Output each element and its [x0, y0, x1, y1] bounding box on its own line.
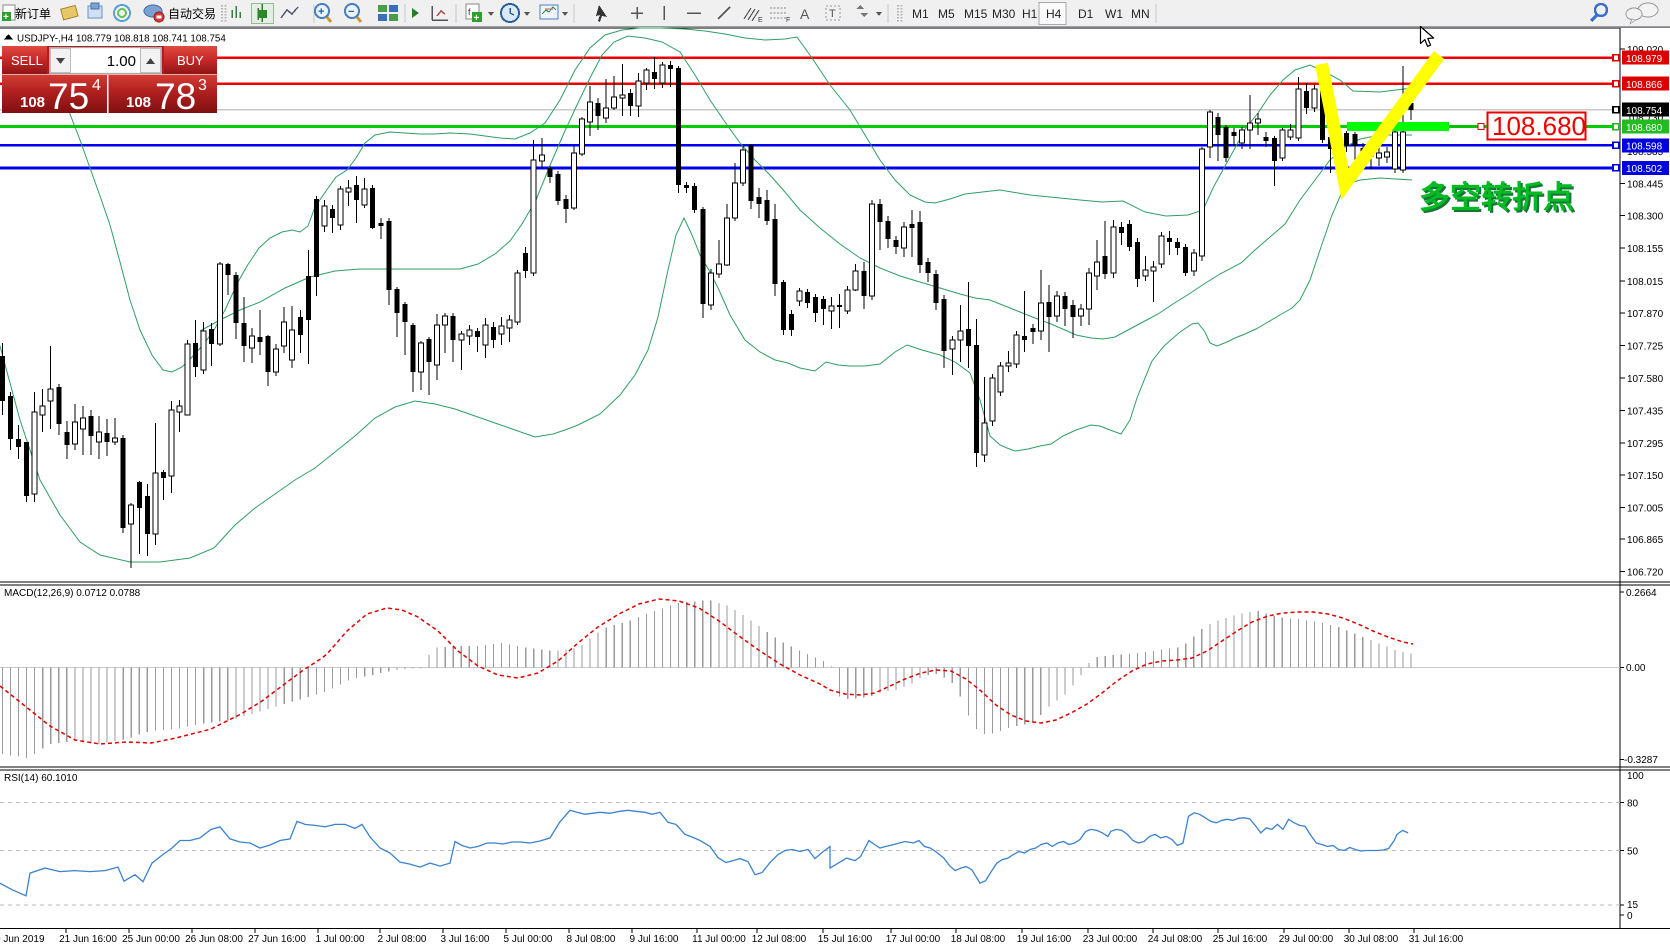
- svg-text:108.680: 108.680: [1626, 123, 1663, 134]
- svg-text:+: +: [3, 12, 9, 23]
- svg-text:12 Jul 08:00: 12 Jul 08:00: [752, 934, 807, 945]
- svg-text:107.870: 107.870: [1627, 309, 1664, 320]
- svg-text:W1: W1: [1105, 7, 1123, 21]
- svg-text:USDJPY-,H4 108.779 108.818 10: USDJPY-,H4 108.779 108.818 108.741 108.7…: [17, 34, 226, 45]
- svg-text:新订单: 新订单: [15, 6, 51, 21]
- svg-text:SELL: SELL: [11, 53, 43, 68]
- svg-text:多空转折点: 多空转折点: [1419, 180, 1574, 215]
- svg-text:D1: D1: [1078, 7, 1094, 21]
- svg-text:106.720: 106.720: [1627, 568, 1664, 579]
- svg-text:M5: M5: [938, 7, 955, 21]
- svg-text:8 Jul 08:00: 8 Jul 08:00: [567, 934, 616, 945]
- svg-text:27 Jun 16:00: 27 Jun 16:00: [248, 934, 306, 945]
- svg-text:25 Jul 16:00: 25 Jul 16:00: [1213, 934, 1268, 945]
- svg-text:108.680: 108.680: [1492, 111, 1586, 141]
- svg-text:24 Jul 08:00: 24 Jul 08:00: [1148, 934, 1203, 945]
- svg-text:18 Jul 08:00: 18 Jul 08:00: [951, 934, 1006, 945]
- svg-text:3: 3: [198, 77, 207, 94]
- svg-text:T: T: [829, 8, 836, 20]
- svg-text:25 Jun 00:00: 25 Jun 00:00: [122, 934, 180, 945]
- svg-text:108.155: 108.155: [1627, 244, 1664, 255]
- svg-text:108.754: 108.754: [1626, 106, 1663, 117]
- svg-text:108.585: 108.585: [1627, 147, 1664, 158]
- svg-text:0.2664: 0.2664: [1626, 588, 1657, 599]
- svg-text:0.00: 0.00: [1626, 663, 1646, 674]
- svg-text:108.979: 108.979: [1626, 54, 1663, 65]
- svg-text:78: 78: [155, 76, 196, 117]
- svg-text:107.295: 107.295: [1627, 439, 1664, 450]
- svg-text:108.598: 108.598: [1626, 142, 1663, 153]
- svg-text:15 Jul 16:00: 15 Jul 16:00: [818, 934, 873, 945]
- svg-text:107.150: 107.150: [1627, 471, 1664, 482]
- svg-text:108: 108: [126, 94, 151, 111]
- svg-text:5 Jul 00:00: 5 Jul 00:00: [504, 934, 553, 945]
- svg-text:108.502: 108.502: [1626, 164, 1663, 175]
- svg-text:4: 4: [92, 77, 101, 94]
- svg-text:26 Jun 08:00: 26 Jun 08:00: [185, 934, 243, 945]
- svg-text:f: f: [468, 7, 471, 17]
- svg-text:多空转折点: 多空转折点: [1421, 182, 1576, 217]
- svg-text:107.725: 107.725: [1627, 342, 1664, 353]
- svg-text:H1: H1: [1022, 7, 1038, 21]
- svg-text:1 Jul 00:00: 1 Jul 00:00: [316, 934, 365, 945]
- svg-text:108.866: 108.866: [1626, 80, 1663, 91]
- svg-text:108.300: 108.300: [1627, 212, 1664, 223]
- svg-text:9 Jul 16:00: 9 Jul 16:00: [630, 934, 679, 945]
- svg-text:自动交易: 自动交易: [168, 6, 216, 21]
- svg-text:31 Jul 16:00: 31 Jul 16:00: [1409, 934, 1464, 945]
- svg-text:A: A: [800, 6, 810, 22]
- svg-text:M15: M15: [964, 7, 988, 21]
- svg-text:3 Jul 16:00: 3 Jul 16:00: [441, 934, 490, 945]
- svg-text:E: E: [758, 17, 763, 24]
- svg-text:75: 75: [48, 76, 89, 117]
- svg-text:20 Jun 2019: 20 Jun 2019: [0, 934, 45, 945]
- svg-text:108: 108: [20, 94, 45, 111]
- svg-text:+: +: [318, 6, 324, 18]
- svg-text:RSI(14) 60.1010: RSI(14) 60.1010: [4, 773, 78, 784]
- svg-text:21 Jun 16:00: 21 Jun 16:00: [59, 934, 117, 945]
- svg-text:-0.3287: -0.3287: [1624, 755, 1658, 766]
- svg-text:23 Jul 00:00: 23 Jul 00:00: [1083, 934, 1138, 945]
- svg-text:H4: H4: [1046, 7, 1062, 21]
- svg-text:0: 0: [1627, 911, 1633, 922]
- svg-text:MN: MN: [1131, 7, 1150, 21]
- svg-text:M1: M1: [912, 7, 929, 21]
- svg-text:100: 100: [1627, 771, 1644, 782]
- svg-text:MACD(12,26,9) 0.0712 0.0788: MACD(12,26,9) 0.0712 0.0788: [4, 588, 141, 599]
- svg-text:108.015: 108.015: [1627, 277, 1664, 288]
- svg-text:107.005: 107.005: [1627, 504, 1664, 515]
- svg-text:11 Jul 00:00: 11 Jul 00:00: [692, 934, 746, 945]
- svg-text:80: 80: [1627, 799, 1639, 810]
- svg-text:30 Jul 08:00: 30 Jul 08:00: [1344, 934, 1399, 945]
- svg-text:BUY: BUY: [177, 53, 204, 68]
- svg-text:108.445: 108.445: [1627, 180, 1664, 191]
- svg-text:19 Jul 16:00: 19 Jul 16:00: [1017, 934, 1072, 945]
- svg-text:15: 15: [1627, 900, 1639, 911]
- svg-text:+: +: [474, 13, 480, 24]
- svg-text:2 Jul 08:00: 2 Jul 08:00: [378, 934, 427, 945]
- svg-text:17 Jul 00:00: 17 Jul 00:00: [886, 934, 941, 945]
- svg-text:107.435: 107.435: [1627, 407, 1664, 418]
- svg-text:107.580: 107.580: [1627, 374, 1664, 385]
- svg-text:50: 50: [1627, 847, 1639, 858]
- svg-text:108.730: 108.730: [1627, 113, 1664, 124]
- svg-text:M30: M30: [992, 7, 1016, 21]
- svg-text:1.00: 1.00: [107, 53, 136, 70]
- svg-text:106.865: 106.865: [1627, 535, 1664, 546]
- svg-text:109.020: 109.020: [1627, 45, 1664, 56]
- svg-text:F: F: [786, 17, 790, 24]
- svg-text:−: −: [348, 6, 354, 18]
- svg-text:29 Jul 00:00: 29 Jul 00:00: [1279, 934, 1334, 945]
